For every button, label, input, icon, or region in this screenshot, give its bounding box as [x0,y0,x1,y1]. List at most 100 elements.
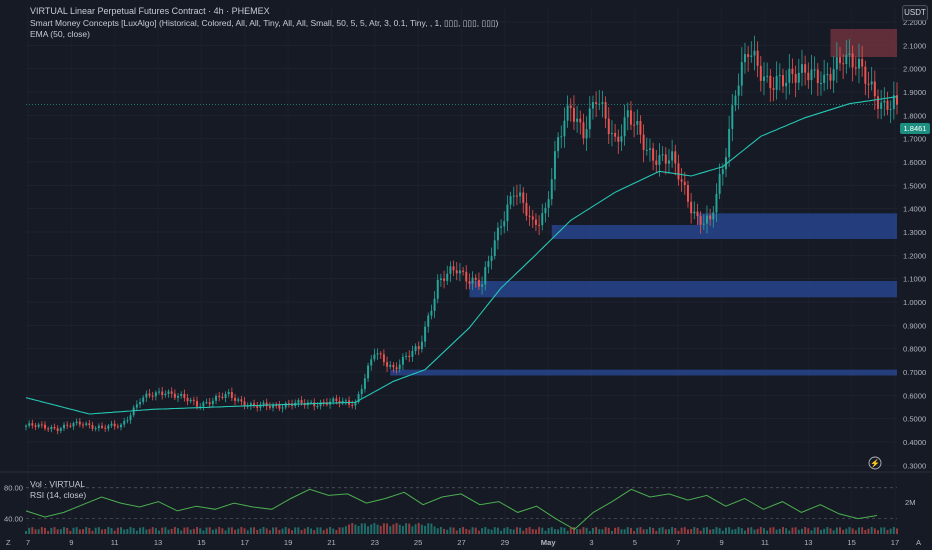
volume-bar [474,527,477,534]
volume-bar [617,527,620,534]
volume-bar [506,527,509,534]
candle-body [788,68,791,83]
volume-bar [234,529,237,534]
candle-body [778,75,781,77]
candle-body [275,404,278,406]
candle-body [262,402,265,405]
volume-bar [604,527,607,534]
volume-bar [588,530,591,534]
x-tick-label: 21 [327,538,335,547]
candle-body [629,110,632,125]
candle-body [405,355,408,357]
candle-body [56,428,59,431]
volume-bar [541,527,544,534]
volume-bar [227,527,230,534]
volume-bar [839,527,841,534]
demand-zone [469,281,897,298]
x-tick-label: 27 [457,538,465,547]
candle-body [291,403,294,406]
y-tick-label: 0.4000 [903,438,926,447]
volume-bar [896,528,898,534]
volume-bar [230,527,233,534]
volume-bar [151,527,154,534]
volume-bar [614,527,617,534]
volume-bar [40,527,43,534]
volume-bar [743,530,746,534]
volume-bar [845,528,848,534]
candle-body [604,102,607,119]
x-tick-label: 11 [111,538,119,547]
volume-bar [826,527,829,534]
volume-bar [823,528,826,534]
candle-body [341,400,344,404]
candle-body [158,391,161,393]
volume-bar [595,527,598,534]
candle-body [208,402,211,405]
volume-bar [34,529,37,534]
x-tick-label: 9 [69,538,73,547]
volume-bar [351,523,354,534]
volume-bar [329,527,332,534]
volume-bar [211,529,214,534]
volume-bar [493,527,496,534]
candle-body [845,54,848,65]
candle-body [319,402,322,407]
rsi-line [25,488,878,531]
currency-badge[interactable]: USDT [902,5,928,21]
volume-bar [607,527,610,534]
candle-body [452,266,455,271]
volume-bar [278,529,281,534]
volume-bar [313,530,316,534]
volume-bar [259,528,262,534]
volume-bar [582,527,585,534]
candle-body [781,75,784,87]
candle-body [813,69,816,71]
candle-body [398,364,401,370]
volume-bar [756,528,759,534]
indicator-ema-label[interactable]: EMA (50, close) [30,29,90,39]
volume-bar [512,529,515,534]
y-tick-label: 0.9000 [903,321,926,330]
last-price-tag: 1.8461 [900,123,930,134]
candle-body [477,279,480,287]
candle-body [221,396,224,399]
volume-bar [28,527,31,534]
candle-body [370,359,373,366]
volume-bar [158,530,161,534]
candle-body [750,55,753,57]
volume-bar [218,527,221,534]
volume-bar [357,526,360,534]
volume-bar [189,529,192,534]
candle-body [762,76,765,81]
candle-body [484,267,487,285]
volume-label[interactable]: Vol · VIRTUAL [30,479,86,489]
indicator-smc-label[interactable]: Smart Money Concepts [LuxAlgo] (Historic… [30,18,499,28]
volume-bar [629,527,632,534]
volume-bar [880,527,883,534]
candle-body [468,281,471,284]
candle-body [572,108,575,122]
candle-body [202,402,205,407]
volume-bar [800,528,803,534]
volume-bar [63,527,65,534]
candle-body [373,354,376,360]
volume-bar [291,530,294,534]
candle-body [835,57,838,70]
rsi-label[interactable]: RSI (14, close) [30,490,87,500]
volume-bar [344,526,347,534]
volume-bar [275,527,278,534]
candle-body [892,95,895,110]
candle-body [218,396,221,398]
volume-bar [781,527,784,534]
volume-bar [452,527,455,534]
candle-body [249,403,252,406]
candle-body [595,102,598,105]
y-tick-label: 0.6000 [903,391,926,400]
volume-bar [287,528,290,534]
candle-body [278,405,281,409]
candle-body [724,157,727,170]
candle-body [123,420,126,425]
candle-body [541,213,544,226]
